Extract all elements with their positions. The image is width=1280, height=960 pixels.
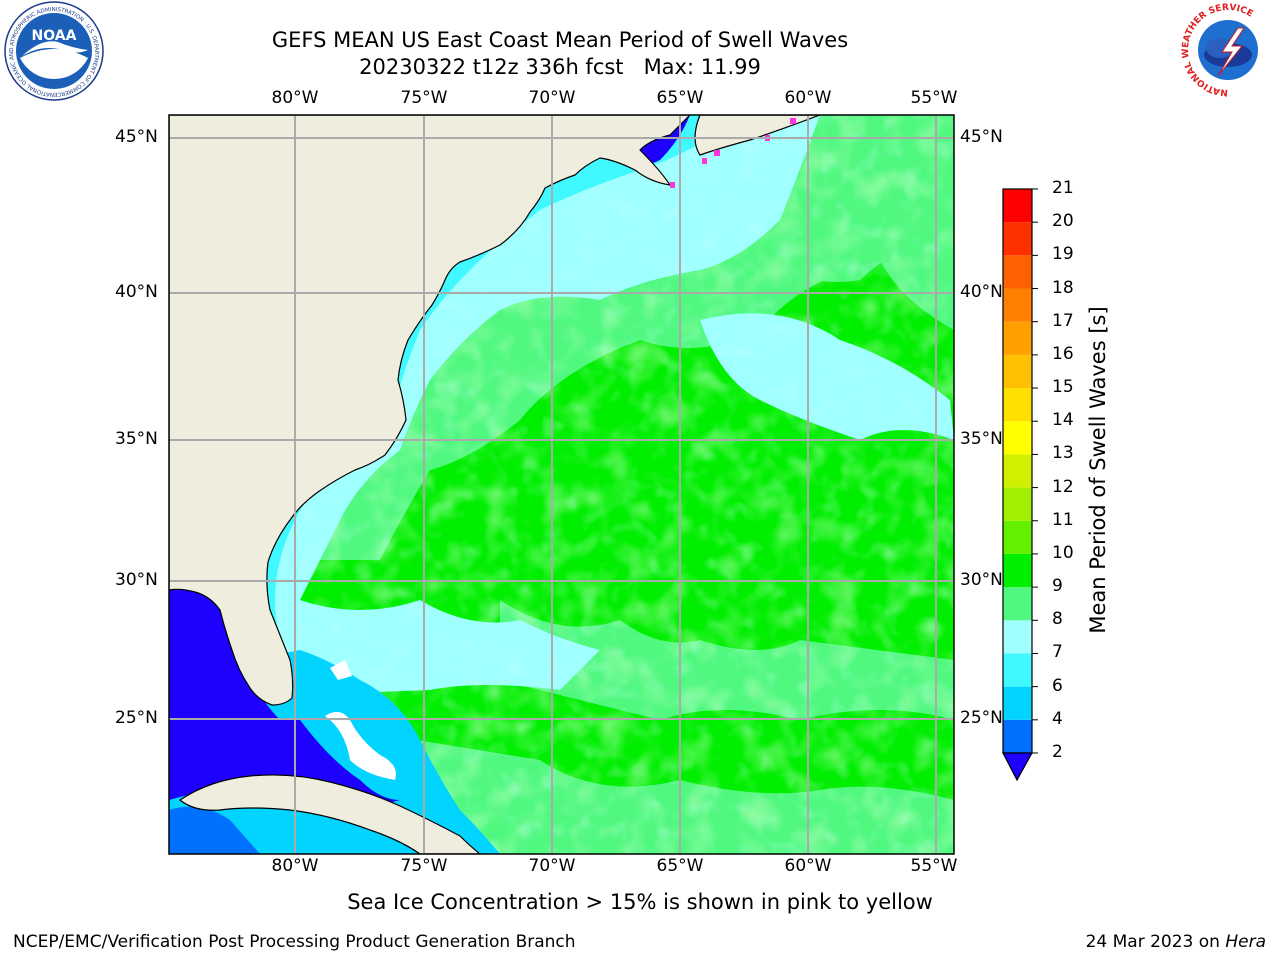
land-cuba bbox=[178, 774, 481, 854]
lon-label-bottom: 60°W bbox=[784, 856, 832, 876]
shallow-bahamas bbox=[325, 711, 396, 780]
colorbar-segment bbox=[1003, 520, 1032, 554]
colorbar-tick-label: 11 bbox=[1052, 509, 1074, 530]
colorbar-segment bbox=[1003, 222, 1032, 256]
lon-label-top: 65°W bbox=[656, 88, 704, 108]
sea-ice-marker bbox=[790, 118, 796, 124]
lon-label-bottom: 70°W bbox=[528, 856, 576, 876]
colorbar-tick-label: 6 bbox=[1052, 675, 1063, 696]
colorbar-segment bbox=[1003, 321, 1032, 355]
colorbar-segment bbox=[1003, 288, 1032, 322]
graticule bbox=[169, 115, 954, 854]
colorbar-tick-label: 10 bbox=[1052, 542, 1074, 563]
colorbar-tick-label: 19 bbox=[1052, 244, 1074, 265]
colorbar-tick-label: 4 bbox=[1052, 708, 1063, 729]
colorbar-segment bbox=[1003, 719, 1032, 753]
lon-label-bottom: 55°W bbox=[910, 856, 958, 876]
nws-logo: NATIONAL WEATHER SERVICE bbox=[1180, 2, 1276, 98]
colorbar-segment bbox=[1003, 255, 1032, 289]
colorbar-tick-label: 13 bbox=[1052, 443, 1074, 464]
colorbar-segment bbox=[1003, 587, 1032, 621]
lon-label-top: 55°W bbox=[910, 88, 958, 108]
lat-label-right: 30°N bbox=[960, 570, 1003, 590]
colorbar-tick-label: 17 bbox=[1052, 310, 1074, 331]
colorbar-segment bbox=[1003, 487, 1032, 521]
lat-label-right: 45°N bbox=[960, 127, 1003, 147]
colorbar-segment bbox=[1003, 421, 1032, 455]
colorbar-segment bbox=[1003, 454, 1032, 488]
colorbar-tick-label: 14 bbox=[1052, 410, 1074, 431]
lon-label-top: 75°W bbox=[400, 88, 448, 108]
lon-label-bottom: 75°W bbox=[400, 856, 448, 876]
colorbar bbox=[1002, 188, 1038, 754]
colorbar-segment bbox=[1003, 620, 1032, 654]
colorbar-tick-label: 21 bbox=[1052, 178, 1074, 198]
colorbar-tick-label: 15 bbox=[1052, 377, 1074, 398]
lon-label-bottom: 65°W bbox=[656, 856, 704, 876]
colorbar-segment bbox=[1003, 388, 1032, 422]
map-frame bbox=[168, 114, 955, 855]
lat-label-left: 30°N bbox=[115, 570, 158, 590]
lon-label-top: 60°W bbox=[784, 88, 832, 108]
lat-label-right: 35°N bbox=[960, 429, 1003, 449]
sea-ice-caption: Sea Ice Concentration > 15% is shown in … bbox=[347, 890, 933, 914]
colorbar-tick-label: 8 bbox=[1052, 609, 1063, 630]
lat-label-left: 40°N bbox=[115, 282, 158, 302]
colorbar-under-triangle bbox=[1002, 752, 1034, 782]
lat-label-left: 35°N bbox=[115, 429, 158, 449]
lon-label-top: 80°W bbox=[271, 88, 319, 108]
colorbar-tick-label: 18 bbox=[1052, 277, 1074, 298]
colorbar-segment bbox=[1003, 189, 1032, 223]
colorbar-tick-label: 9 bbox=[1052, 576, 1063, 597]
noaa-logo: NOAA NATIONAL OCEANIC AND ATMOSPHERIC AD… bbox=[4, 1, 104, 101]
colorbar-segment bbox=[1003, 553, 1032, 588]
colorbar-tick-label: 16 bbox=[1052, 343, 1074, 364]
footer-date-text: 24 Mar 2023 on bbox=[1085, 932, 1226, 952]
map-field bbox=[169, 115, 954, 854]
lon-label-top: 70°W bbox=[528, 88, 576, 108]
colorbar-segment bbox=[1003, 653, 1032, 687]
lat-label-left: 45°N bbox=[115, 127, 158, 147]
shallow-bahamas bbox=[330, 660, 352, 680]
sea-ice-marker bbox=[714, 150, 720, 156]
footer-date: 24 Mar 2023 on Hera bbox=[1086, 932, 1266, 952]
chart-subtitle: 20230322 t12z 336h fcst Max: 11.99 bbox=[359, 55, 761, 79]
footer-host: Hera bbox=[1225, 932, 1266, 952]
colorbar-label: Mean Period of Swell Waves [s] bbox=[1086, 306, 1110, 634]
land-nova-scotia bbox=[694, 115, 821, 156]
sea-ice-marker bbox=[670, 182, 675, 188]
colorbar-tick-label: 2 bbox=[1052, 742, 1063, 762]
footer-credit: NCEP/EMC/Verification Post Processing Pr… bbox=[13, 932, 576, 952]
sea-ice-marker bbox=[702, 158, 707, 164]
colorbar-tick-label: 7 bbox=[1052, 642, 1063, 663]
chart-title: GEFS MEAN US East Coast Mean Period of S… bbox=[271, 28, 849, 52]
field-region-4-6 bbox=[169, 806, 260, 854]
colorbar-tick-label: 20 bbox=[1052, 211, 1074, 232]
lat-label-right: 25°N bbox=[960, 708, 1003, 728]
lon-label-bottom: 80°W bbox=[271, 856, 319, 876]
land-us-east-coast bbox=[169, 115, 691, 706]
colorbar-tick-label: 12 bbox=[1052, 476, 1074, 497]
colorbar-segment bbox=[1003, 686, 1032, 720]
lat-label-left: 25°N bbox=[115, 708, 158, 728]
colorbar-segment bbox=[1003, 354, 1032, 389]
lat-label-right: 40°N bbox=[960, 282, 1003, 302]
noaa-logo-text: NOAA bbox=[32, 28, 77, 44]
